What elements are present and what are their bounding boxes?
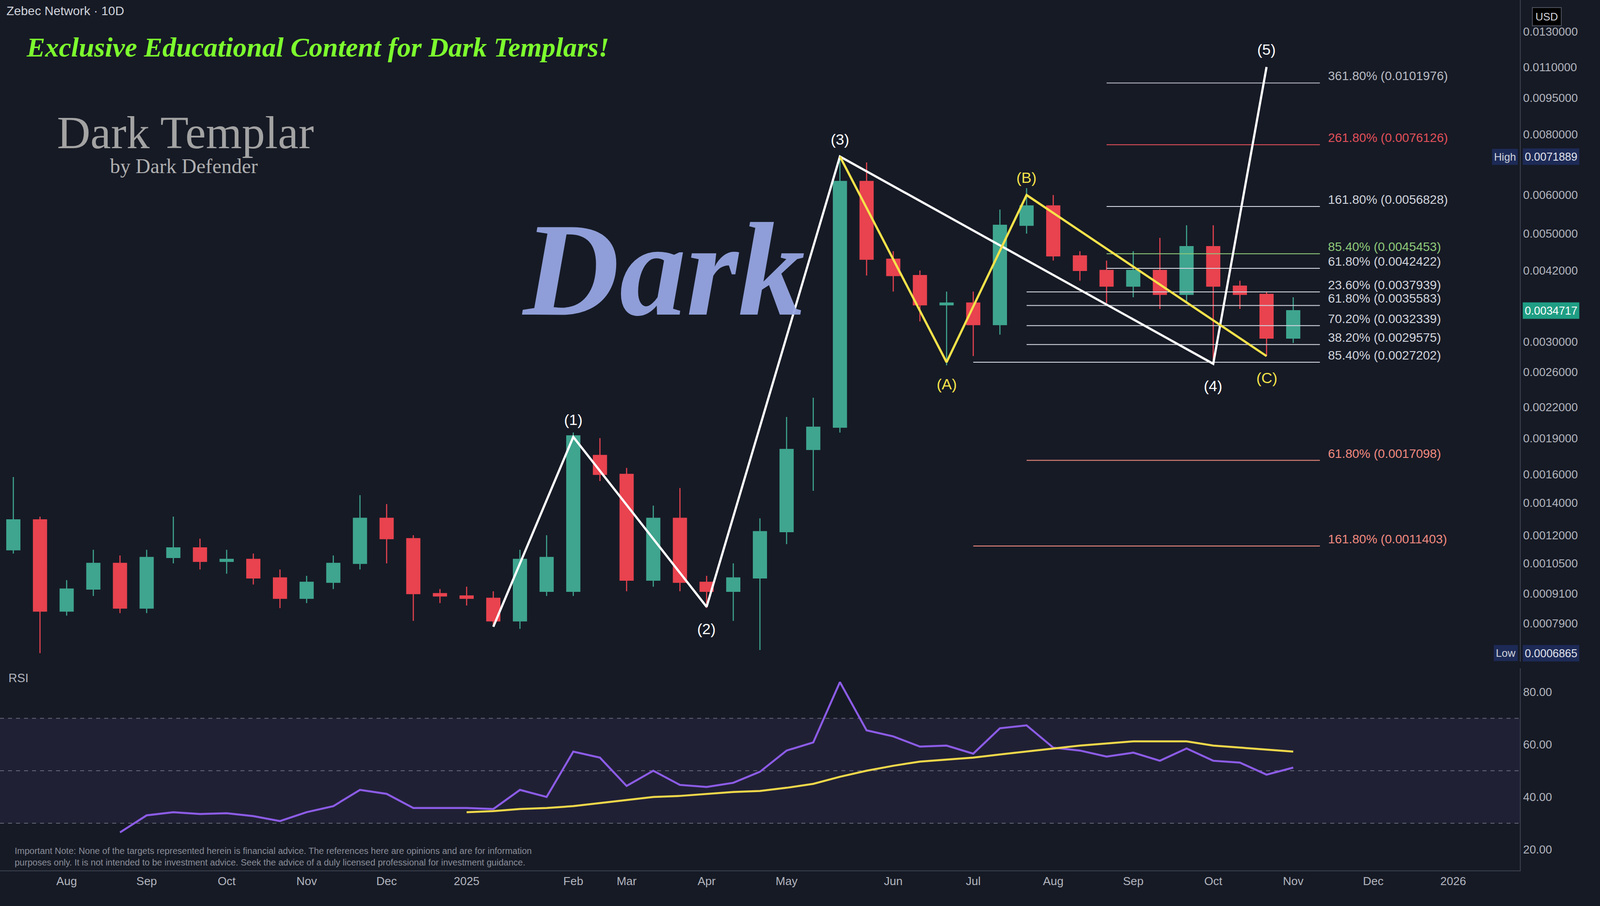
svg-text:(2): (2) <box>697 620 716 638</box>
svg-text:0.0016000: 0.0016000 <box>1522 467 1578 482</box>
svg-text:23.60% (0.0037939): 23.60% (0.0037939) <box>1327 278 1442 293</box>
svg-text:0.0006865: 0.0006865 <box>1524 647 1578 660</box>
svg-text:0.0034717: 0.0034717 <box>1524 304 1578 317</box>
svg-text:(1): (1) <box>564 411 583 429</box>
svg-text:Important Note: None of the ta: Important Note: None of the targets repr… <box>14 846 532 868</box>
svg-text:38.20% (0.0029575): 38.20% (0.0029575) <box>1327 330 1442 345</box>
svg-text:Oct: Oct <box>1204 874 1223 889</box>
svg-text:85.40% (0.0027202): 85.40% (0.0027202) <box>1327 348 1442 363</box>
svg-text:Jul: Jul <box>966 874 981 889</box>
svg-text:Apr: Apr <box>697 874 716 889</box>
svg-text:0.0071889: 0.0071889 <box>1524 150 1578 163</box>
svg-text:0.0095000: 0.0095000 <box>1522 91 1578 105</box>
svg-text:61.80% (0.0042422): 61.80% (0.0042422) <box>1327 254 1442 269</box>
svg-text:Zebec Network · 10D: Zebec Network · 10D <box>6 4 125 18</box>
svg-text:High: High <box>1494 150 1516 163</box>
svg-text:RSI: RSI <box>8 671 29 686</box>
svg-text:Exclusive Educational Content: Exclusive Educational Content for Dark T… <box>26 32 610 63</box>
svg-text:0.0050000: 0.0050000 <box>1522 227 1578 241</box>
svg-text:(3): (3) <box>830 130 850 148</box>
svg-text:Jun: Jun <box>884 874 903 889</box>
svg-text:0.0007900: 0.0007900 <box>1522 617 1578 631</box>
svg-text:60.00: 60.00 <box>1522 738 1552 752</box>
svg-text:2026: 2026 <box>1440 874 1466 889</box>
svg-text:0.0014000: 0.0014000 <box>1522 496 1578 510</box>
svg-text:261.80% (0.0076126): 261.80% (0.0076126) <box>1327 130 1448 145</box>
svg-text:0.0012000: 0.0012000 <box>1522 528 1578 543</box>
svg-text:40.00: 40.00 <box>1522 790 1552 805</box>
svg-text:(C): (C) <box>1256 369 1278 387</box>
svg-text:Dark: Dark <box>520 195 805 344</box>
svg-text:0.0019000: 0.0019000 <box>1522 431 1578 446</box>
svg-text:Dec: Dec <box>376 874 397 889</box>
svg-text:70.20% (0.0032339): 70.20% (0.0032339) <box>1327 312 1442 326</box>
svg-text:Sep: Sep <box>1122 874 1144 889</box>
svg-text:161.80% (0.0056828): 161.80% (0.0056828) <box>1327 192 1448 207</box>
svg-text:85.40% (0.0045453): 85.40% (0.0045453) <box>1327 239 1442 254</box>
svg-text:Nov: Nov <box>296 874 317 889</box>
svg-text:Feb: Feb <box>563 874 584 889</box>
svg-text:0.0080000: 0.0080000 <box>1522 127 1578 142</box>
svg-text:(5): (5) <box>1257 40 1276 58</box>
svg-text:Dark Templar: Dark Templar <box>56 106 314 159</box>
svg-text:Nov: Nov <box>1283 874 1304 889</box>
svg-text:0.0130000: 0.0130000 <box>1522 24 1578 39</box>
svg-text:0.0026000: 0.0026000 <box>1522 365 1578 379</box>
svg-text:by Dark Defender: by Dark Defender <box>109 154 258 178</box>
svg-text:80.00: 80.00 <box>1522 685 1552 699</box>
svg-text:(A): (A) <box>936 375 957 393</box>
svg-text:Low: Low <box>1495 647 1516 660</box>
svg-text:(B): (B) <box>1016 169 1037 187</box>
svg-text:20.00: 20.00 <box>1522 843 1552 857</box>
svg-text:Oct: Oct <box>217 874 236 889</box>
svg-text:USD: USD <box>1535 10 1559 23</box>
svg-text:0.0042000: 0.0042000 <box>1522 263 1578 278</box>
svg-text:Aug: Aug <box>56 874 78 889</box>
svg-text:2025: 2025 <box>453 874 480 889</box>
svg-text:0.0009100: 0.0009100 <box>1522 587 1578 601</box>
svg-text:0.0060000: 0.0060000 <box>1522 188 1578 202</box>
svg-text:161.80% (0.0011403): 161.80% (0.0011403) <box>1327 532 1447 547</box>
svg-text:0.0110000: 0.0110000 <box>1522 60 1577 74</box>
svg-text:0.0030000: 0.0030000 <box>1522 335 1578 349</box>
svg-text:(4): (4) <box>1203 377 1223 395</box>
svg-text:0.0022000: 0.0022000 <box>1522 400 1578 415</box>
svg-text:Sep: Sep <box>136 874 157 889</box>
svg-text:61.80% (0.0035583): 61.80% (0.0035583) <box>1327 291 1442 306</box>
svg-text:0.0010500: 0.0010500 <box>1522 556 1578 571</box>
svg-text:May: May <box>775 874 798 889</box>
svg-text:Mar: Mar <box>616 874 637 889</box>
svg-text:Dec: Dec <box>1362 874 1384 889</box>
svg-text:Aug: Aug <box>1043 874 1064 889</box>
svg-text:361.80% (0.0101976): 361.80% (0.0101976) <box>1327 69 1448 83</box>
svg-text:61.80% (0.0017098): 61.80% (0.0017098) <box>1327 446 1442 461</box>
